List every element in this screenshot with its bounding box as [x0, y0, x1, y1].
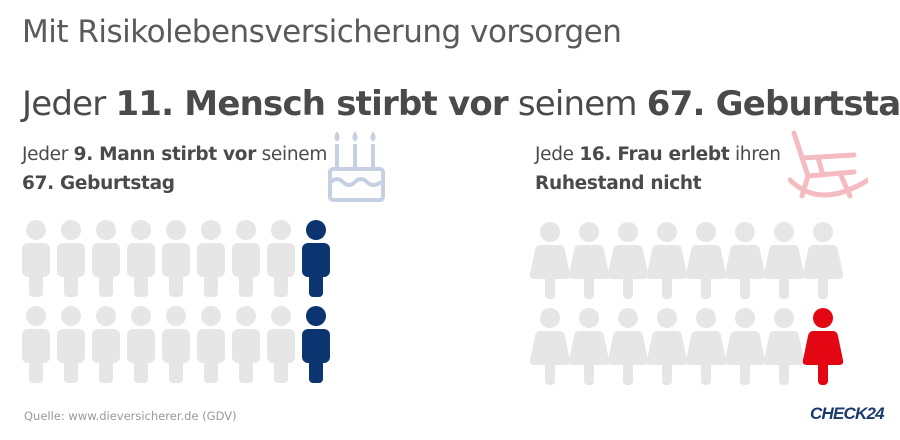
women-text-bold: Ruhestand nicht	[535, 173, 702, 194]
man-icon	[162, 306, 190, 383]
men-text: seinem	[256, 144, 328, 165]
men-statement: Jeder 9. Mann stirbt vor seinem 67. Gebur…	[22, 140, 327, 198]
woman-icon	[802, 222, 844, 299]
woman-icon	[724, 222, 766, 299]
headline-text: seinem	[507, 84, 647, 124]
woman-icon-highlighted	[802, 308, 844, 385]
page-title: Mit Risikolebensversicherung vorsorgen	[22, 14, 622, 50]
woman-icon	[646, 308, 688, 385]
headline-text: Jeder	[22, 84, 116, 124]
woman-icon	[529, 222, 571, 299]
man-icon	[92, 306, 120, 383]
woman-icon	[568, 222, 610, 299]
women-text: Jede	[535, 144, 580, 165]
women-text: ihren	[729, 144, 781, 165]
man-icon	[22, 220, 50, 297]
men-text-bold: 67. Geburtstag	[22, 173, 175, 194]
woman-icon	[763, 222, 805, 299]
woman-icon	[568, 308, 610, 385]
woman-icon	[724, 308, 766, 385]
headline: Jeder 11. Mensch stirbt vor seinem 67. G…	[22, 84, 900, 124]
man-icon	[92, 220, 120, 297]
women-text-bold: 16. Frau erlebt	[579, 144, 730, 165]
man-icon	[232, 220, 260, 297]
woman-icon	[763, 308, 805, 385]
man-icon	[127, 306, 155, 383]
birthday-cake-icon	[328, 131, 385, 202]
men-text-bold: 9. Mann stirbt vor	[73, 144, 257, 165]
man-icon	[267, 306, 295, 383]
man-icon	[197, 220, 225, 297]
women-statement: Jede 16. Frau erlebt ihren Ruhestand nich…	[535, 140, 781, 198]
woman-icon	[685, 222, 727, 299]
woman-icon	[607, 222, 649, 299]
man-icon	[57, 220, 85, 297]
headline-bold: 11. Mensch stirbt vor	[115, 84, 508, 124]
woman-icon	[646, 222, 688, 299]
source-note: Quelle: www.dieversicherer.de (GDV)	[24, 409, 237, 423]
man-icon	[127, 220, 155, 297]
rocking-chair-icon	[788, 130, 868, 199]
man-icon	[232, 306, 260, 383]
man-icon	[267, 220, 295, 297]
man-icon-highlighted	[302, 220, 330, 297]
woman-icon	[529, 308, 571, 385]
men-text: Jeder	[22, 144, 74, 165]
headline-bold: 67. Geburtstag	[646, 84, 900, 124]
man-icon	[22, 306, 50, 383]
man-icon-highlighted	[302, 306, 330, 383]
man-icon	[162, 220, 190, 297]
man-icon	[197, 306, 225, 383]
check24-logo: CHECK24	[810, 404, 885, 423]
man-icon	[57, 306, 85, 383]
woman-icon	[607, 308, 649, 385]
woman-icon	[685, 308, 727, 385]
